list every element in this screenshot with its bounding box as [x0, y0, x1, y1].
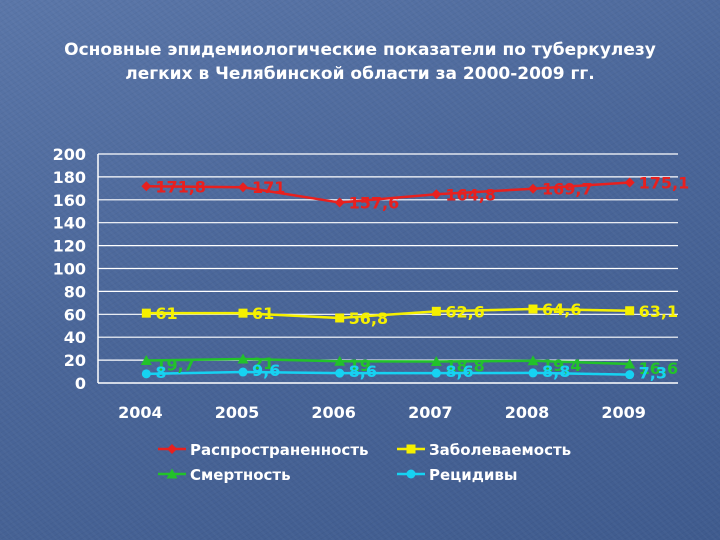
y-tick-label: 100 [53, 260, 86, 279]
data-label: 171 [252, 178, 285, 197]
data-point-marker [238, 367, 248, 377]
data-label: 8,6 [445, 362, 473, 381]
data-point-marker [528, 368, 538, 378]
x-tick-label: 2005 [215, 403, 260, 422]
y-tick-label: 140 [53, 214, 86, 233]
x-tick-label: 2006 [311, 403, 356, 422]
data-point-marker [625, 306, 635, 316]
series-line [146, 370, 630, 376]
data-label: 19,7 [155, 355, 194, 374]
legend-marker [406, 444, 416, 454]
data-label: 8 [155, 363, 166, 382]
x-tick-label: 2009 [601, 403, 646, 422]
data-point-marker [334, 197, 345, 208]
x-tick-label: 2008 [505, 403, 550, 422]
legend-marker [167, 444, 177, 454]
data-point-marker [431, 306, 441, 316]
series-line [146, 307, 630, 320]
data-point-marker [528, 183, 538, 194]
data-label: 8,6 [349, 362, 377, 381]
y-tick-label: 80 [64, 282, 86, 301]
y-tick-label: 160 [53, 191, 86, 210]
y-tick-label: 180 [53, 168, 86, 187]
legend-marker [406, 469, 416, 479]
data-point-marker [141, 181, 152, 192]
data-point-marker [528, 304, 538, 314]
data-point-marker [430, 355, 442, 366]
data-label: 169,7 [542, 180, 593, 199]
legend-label: Заболеваемость [429, 441, 571, 459]
data-label: 157,6 [349, 194, 400, 213]
data-point-marker [527, 355, 539, 366]
data-point-marker [335, 313, 345, 323]
data-label: 164,8 [445, 185, 496, 204]
data-label: 16,6 [639, 359, 678, 378]
legend: Распространенность Заболеваемость Смертнос… [158, 441, 571, 484]
y-tick-label: 60 [64, 305, 86, 324]
chart-title-line-2: легких в Челябинской области за 2000-200… [125, 64, 595, 84]
axes [97, 154, 678, 384]
data-point-marker [334, 355, 346, 366]
data-point-marker [624, 177, 635, 188]
data-point-marker [141, 308, 151, 318]
data-label: 56,8 [349, 309, 388, 328]
y-tick-label: 20 [64, 351, 86, 370]
x-axis-ticks: 2004 2005 2006 2007 2008 2009 [118, 403, 646, 422]
data-point-marker [335, 368, 345, 378]
series-line [146, 181, 630, 204]
data-point-marker [237, 353, 249, 364]
data-point-marker [141, 369, 151, 379]
data-label: 63,1 [639, 302, 678, 321]
legend-label: Распространенность [190, 441, 369, 459]
data-point-marker [238, 308, 248, 318]
data-label: 61 [155, 304, 177, 323]
data-point-marker [140, 354, 152, 365]
legend-marker [166, 468, 178, 479]
x-tick-label: 2004 [118, 403, 163, 422]
data-label: 61 [252, 304, 274, 323]
data-point-marker [431, 189, 442, 200]
data-label: 8,8 [542, 362, 570, 381]
data-point-marker [431, 368, 441, 378]
y-tick-label: 120 [53, 237, 86, 256]
data-label: 19 [349, 356, 371, 375]
data-point-marker [625, 370, 635, 380]
data-point-marker [624, 358, 636, 369]
data-point-marker [238, 182, 248, 193]
chart-title: Основные эпидемиологические показатели п… [20, 38, 700, 86]
data-label: 62,6 [445, 302, 484, 321]
data-label: 18,8 [445, 356, 484, 375]
data-labels: 171,8 171 157,6 164,8 169,7 175,1 61 61 56,8 62,6… [155, 174, 689, 383]
y-tick-label: 40 [64, 328, 86, 347]
data-label: 7,3 [639, 364, 667, 383]
data-label: 64,6 [542, 300, 581, 319]
x-tick-label: 2007 [408, 403, 453, 422]
data-label: 21 [252, 354, 274, 373]
chart-title-line-1: Основные эпидемиологические показатели п… [64, 40, 656, 60]
y-tick-label: 0 [75, 374, 86, 393]
legend-label: Рецидивы [429, 466, 517, 484]
data-label: 171,8 [155, 177, 206, 196]
legend-label: Смертность [190, 466, 291, 484]
series-group [140, 177, 636, 380]
data-label: 19,4 [542, 356, 581, 375]
y-tick-label: 200 [53, 145, 86, 164]
series-line [146, 357, 630, 366]
data-label: 175,1 [639, 174, 690, 193]
data-label: 9,6 [252, 361, 280, 380]
